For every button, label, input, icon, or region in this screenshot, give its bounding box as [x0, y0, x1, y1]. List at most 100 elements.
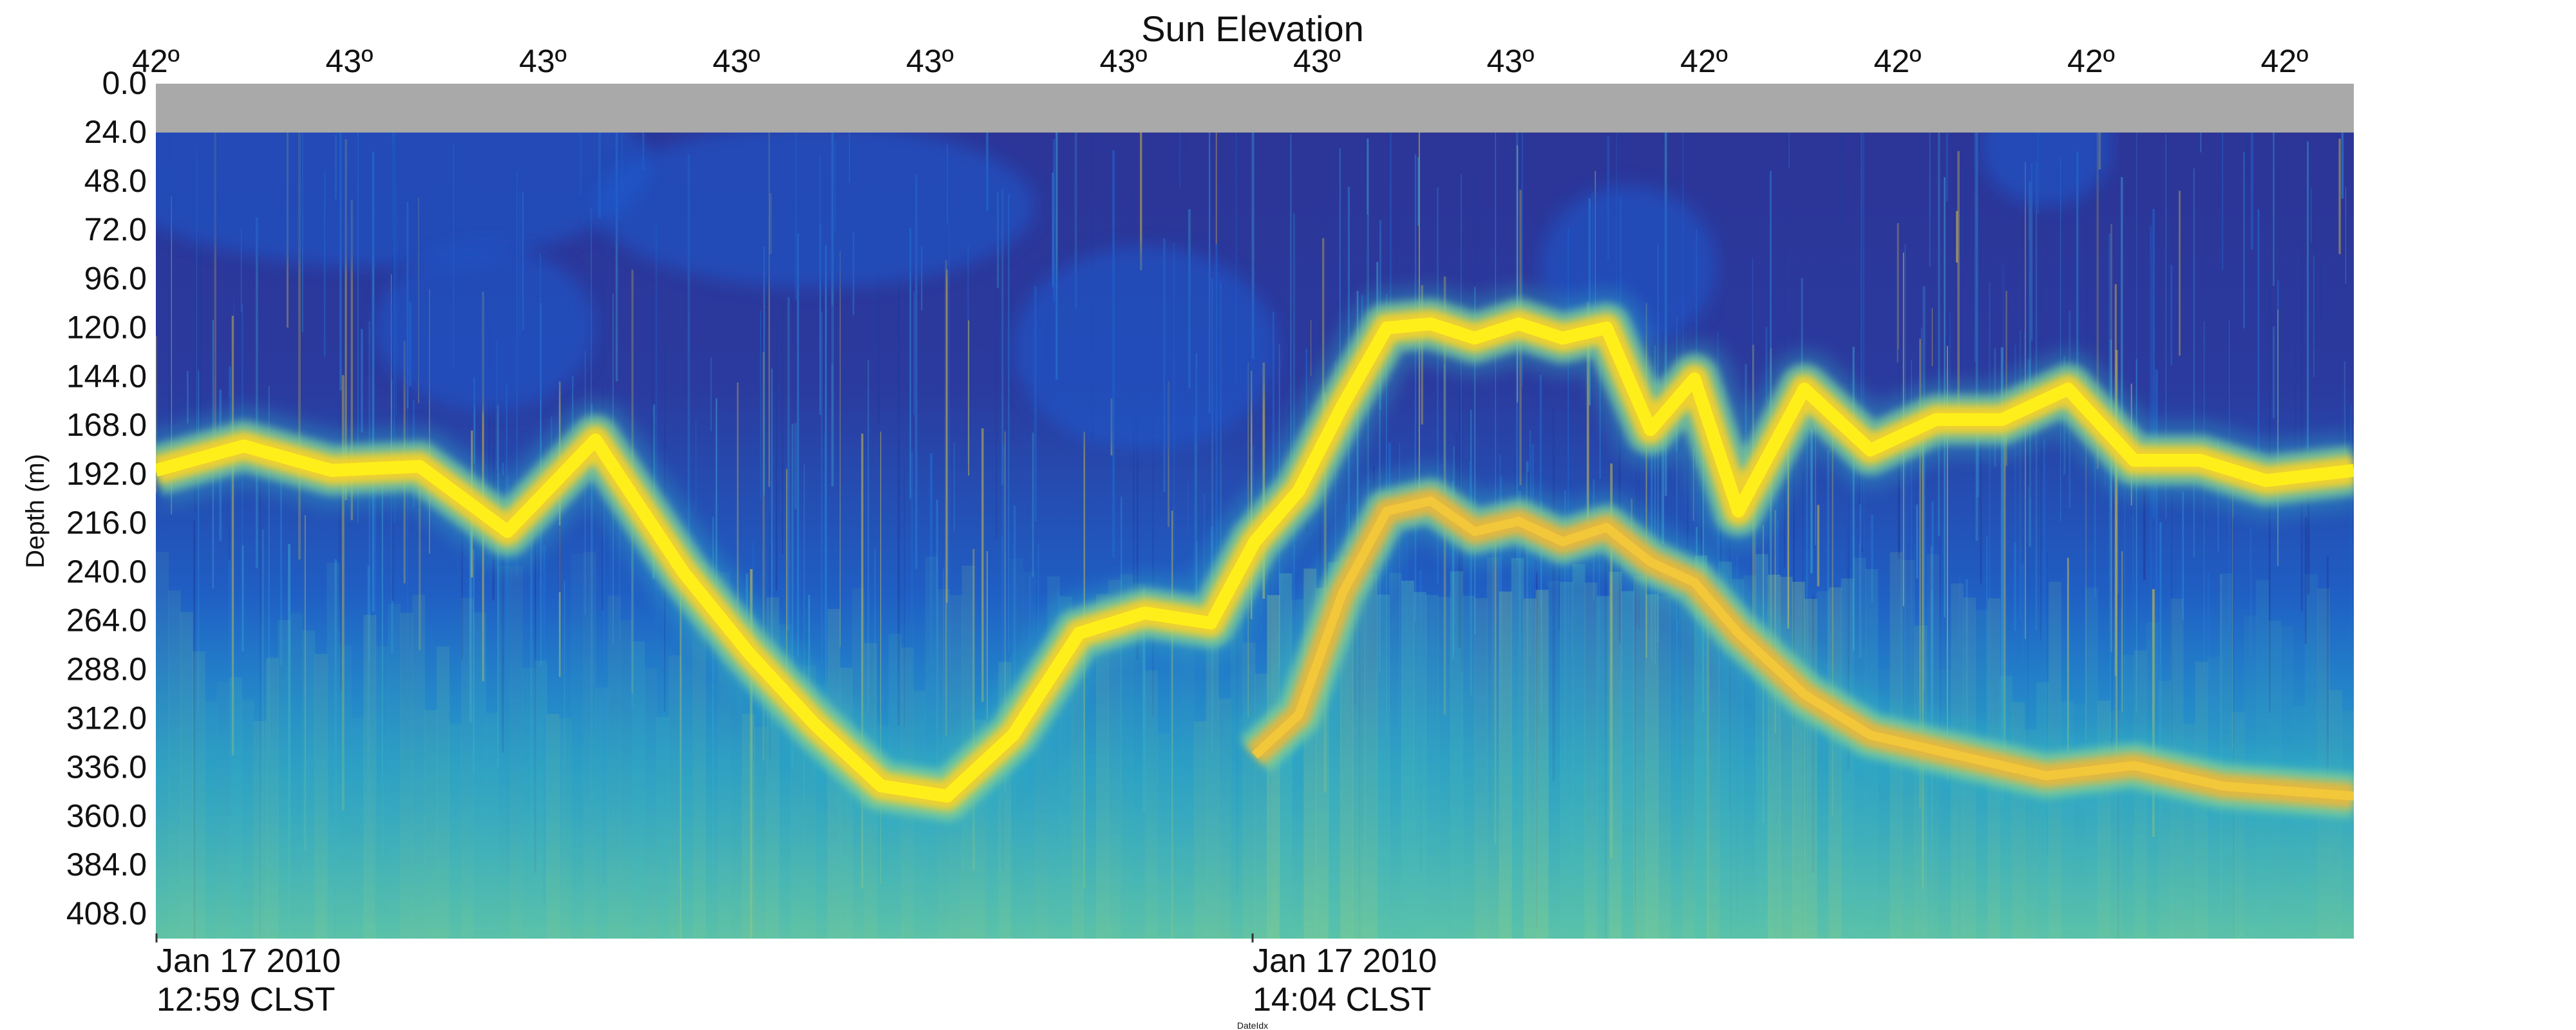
deep-scatter-column: [302, 630, 316, 939]
deep-scatter-column: [327, 562, 340, 939]
deep-scatter-column: [1169, 609, 1182, 939]
deep-scatter-column: [754, 726, 768, 939]
deep-scatter-column: [253, 720, 267, 939]
deep-scatter-column: [1596, 595, 1610, 939]
deep-scatter-column: [167, 590, 181, 939]
sun-elevation-label: 43º: [713, 43, 761, 79]
sun-elevation-label: 43º: [1100, 43, 1148, 79]
deep-scatter-column: [1084, 624, 1097, 939]
deep-scatter-column: [790, 714, 804, 939]
deep-scatter-column: [437, 646, 450, 939]
sun-elevation-label: 42º: [1680, 43, 1728, 79]
deep-scatter-column: [546, 713, 560, 939]
y-tick-label: 72.0: [84, 212, 147, 248]
deep-scatter-column: [412, 594, 426, 939]
deep-scatter-column: [1242, 642, 1256, 939]
y-tick-label: 216.0: [66, 505, 147, 541]
deep-scatter-column: [1523, 598, 1537, 939]
time-tick-date: Jan 17 2010: [1253, 942, 1437, 980]
deep-scatter-column: [1096, 594, 1109, 939]
scattering-layers: [156, 286, 2354, 834]
deep-scatter-column: [1548, 581, 1561, 939]
deep-scatter-column: [216, 681, 230, 939]
chart-title: Sun Elevation: [1141, 8, 1364, 49]
deep-scatter-column: [400, 612, 413, 939]
y-tick-label: 408.0: [66, 895, 147, 932]
deep-scatter-column: [1792, 581, 1805, 939]
sun-elevation-label: 42º: [2261, 43, 2309, 79]
no-data-band: [156, 84, 2354, 133]
deep-scatter-column: [1206, 632, 1219, 939]
y-tick-label: 48.0: [84, 163, 147, 199]
deep-scatter-column: [1389, 573, 1403, 939]
y-tick-label: 168.0: [66, 407, 147, 443]
deep-scatter-column: [1694, 556, 1708, 939]
deep-scatter-column: [339, 645, 352, 939]
time-tick-date: Jan 17 2010: [156, 942, 341, 980]
layer-core: [156, 317, 2354, 803]
deep-scatter-column: [1560, 581, 1573, 939]
deep-scatter-column: [1144, 670, 1158, 939]
y-tick-label: 312.0: [66, 700, 147, 736]
deep-scatter-column: [558, 718, 572, 939]
deep-scatter-column: [1218, 698, 1231, 939]
y-tick-label: 96.0: [84, 261, 147, 297]
sun-elevation-label: 43º: [519, 43, 567, 79]
deep-scatter-column: [461, 597, 474, 939]
deep-scatter-column: [192, 651, 205, 939]
deep-scatter-column: [1377, 594, 1390, 939]
deep-scatter-column: [1120, 574, 1133, 939]
deep-scatter-column: [1682, 598, 1696, 939]
deep-scatter-column: [1535, 590, 1549, 939]
deep-scatter-column: [1181, 627, 1195, 939]
deep-scatter-column: [388, 603, 401, 939]
deep-scatter-column: [204, 701, 218, 939]
deep-scatter-column: [278, 620, 291, 939]
blue-patch: [1013, 246, 1277, 451]
deep-scatter-column: [1658, 596, 1671, 939]
deep-scatter-column: [1193, 721, 1207, 939]
deep-scatter-column: [1413, 592, 1426, 939]
deep-scatter-column: [1609, 572, 1622, 939]
deep-scatter-column: [1499, 591, 1512, 939]
deep-scatter-column: [473, 612, 486, 939]
deep-scatter-column: [1437, 597, 1451, 939]
deep-scatter-column: [1401, 580, 1414, 939]
deep-scatter-column: [351, 718, 365, 939]
deep-scatter-column: [583, 552, 596, 939]
blue-patch: [595, 124, 1036, 288]
deep-scatter-column: [1450, 571, 1463, 939]
deep-scatter-column: [156, 552, 169, 939]
y-tick-label: 288.0: [66, 651, 147, 688]
y-tick-label: 240.0: [66, 554, 147, 590]
deep-scatter-column: [363, 615, 377, 939]
deep-scatter-column: [668, 655, 682, 939]
deep-scatter-column: [2305, 574, 2318, 939]
deep-scatter-column: [1645, 594, 1659, 939]
deep-scatter-column: [1828, 587, 1842, 939]
deep-scatter-column: [1230, 615, 1244, 939]
sun-elevation-label: 42º: [132, 43, 180, 79]
y-tick-label: 144.0: [66, 358, 147, 394]
deep-scatter-column: [632, 641, 645, 939]
deep-scatter-column: [1462, 595, 1475, 939]
sun-elevation-label: 42º: [1874, 43, 1922, 79]
deep-scatter-column: [1511, 557, 1524, 939]
y-tick-label: 120.0: [66, 309, 147, 345]
deep-scatter-column: [571, 554, 584, 939]
y-tick-label: 384.0: [66, 847, 147, 883]
sun-elevation-label: 43º: [1487, 43, 1535, 79]
deep-scatter-column: [1572, 564, 1586, 939]
deep-scatter-column: [644, 668, 658, 939]
deep-scatter-column: [534, 660, 547, 939]
deep-scatter-column: [497, 566, 511, 939]
deep-scatter-column: [742, 713, 755, 939]
sun-elevation-label: 42º: [2067, 43, 2115, 79]
sun-elevation-label: 43º: [906, 43, 954, 79]
deep-scatter-column: [1352, 583, 1366, 939]
deep-scatter-column: [265, 657, 279, 939]
deep-scatter-column: [595, 688, 609, 939]
deep-scatter-column: [1633, 576, 1647, 939]
deep-scatter-column: [2060, 701, 2074, 939]
